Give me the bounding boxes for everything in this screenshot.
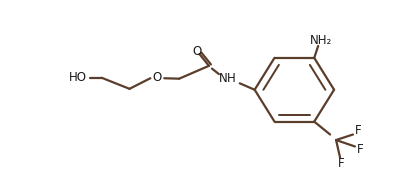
Text: F: F [356,143,363,156]
Text: F: F [338,157,344,170]
Text: F: F [355,124,361,137]
Text: HO: HO [69,71,87,84]
Text: O: O [153,71,162,84]
Text: N: N [218,72,227,85]
Text: NH₂: NH₂ [310,34,333,47]
Text: H: H [226,72,235,85]
Text: O: O [192,45,202,58]
